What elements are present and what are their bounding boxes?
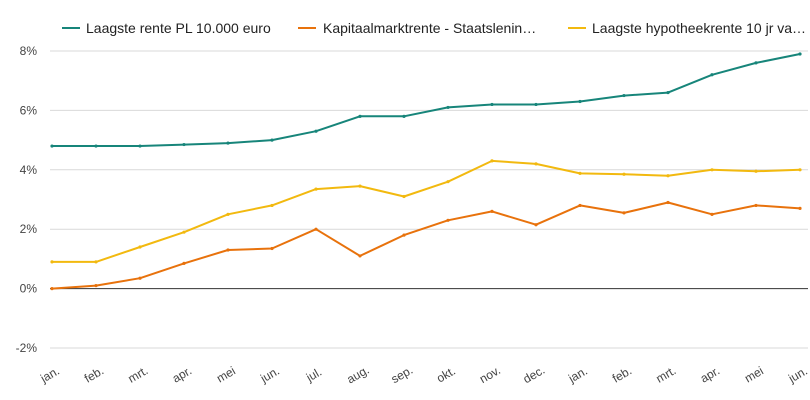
data-point-series-3[interactable]	[270, 203, 274, 208]
data-point-series-1[interactable]	[754, 61, 758, 65]
data-point-series-3[interactable]	[666, 174, 670, 178]
data-point-series-3[interactable]	[94, 260, 98, 264]
data-point-series-3[interactable]	[182, 230, 186, 234]
legend-label-series-2: Kapitaalmarktrente - Staatslenin…	[323, 20, 536, 36]
data-point-series-3[interactable]	[358, 184, 362, 188]
data-point-series-3[interactable]	[578, 171, 582, 175]
y-tick-label: -2%	[16, 341, 38, 355]
data-point-series-2[interactable]	[754, 203, 758, 208]
x-tick-label: jul.	[303, 365, 324, 385]
data-point-series-2[interactable]	[270, 246, 274, 251]
y-tick-label: 8%	[20, 44, 38, 58]
x-tick-label: apr.	[698, 363, 722, 385]
legend-item-series-1[interactable]: Laagste rente PL 10.000 euro	[62, 20, 271, 36]
legend-label-series-1: Laagste rente PL 10.000 euro	[86, 20, 271, 36]
data-point-series-1[interactable]	[710, 73, 714, 77]
series-line-2[interactable]	[51, 201, 801, 290]
x-tick-label: jun.	[785, 364, 810, 386]
y-tick-label: 4%	[20, 163, 38, 177]
x-tick-label: jun.	[257, 364, 282, 386]
data-point-series-3[interactable]	[710, 168, 714, 172]
data-point-series-1[interactable]	[490, 102, 494, 107]
x-tick-label: okt.	[434, 364, 458, 386]
data-point-series-2[interactable]	[622, 211, 626, 215]
legend: Laagste rente PL 10.000 euro Kapitaalmar…	[62, 20, 806, 36]
series-line-1[interactable]	[52, 53, 801, 147]
data-point-series-2[interactable]	[534, 223, 538, 227]
gridlines	[50, 50, 808, 349]
y-tick-label: 2%	[20, 222, 38, 236]
data-point-series-1[interactable]	[270, 138, 274, 142]
data-point-series-1[interactable]	[534, 102, 538, 107]
data-point-series-2[interactable]	[226, 248, 230, 252]
x-axis: jan. feb. mrt. apr. mei jun. jul. aug. sep. okt. n…	[37, 363, 810, 387]
y-tick-label: 6%	[20, 103, 38, 117]
data-point-series-1[interactable]	[798, 52, 802, 56]
x-tick-label: jan.	[37, 364, 62, 386]
x-tick-label: mrt.	[126, 363, 151, 385]
data-point-series-3[interactable]	[622, 172, 626, 176]
data-point-series-3[interactable]	[446, 180, 450, 184]
x-tick-label: feb.	[82, 363, 106, 385]
data-point-series-2[interactable]	[358, 254, 362, 258]
x-tick-label: mei	[742, 364, 766, 386]
legend-item-series-2[interactable]: Kapitaalmarktrente - Staatslenin…	[298, 20, 536, 36]
data-point-series-1[interactable]	[314, 129, 318, 133]
legend-label-series-3: Laagste hypotheekrente 10 jr va…	[592, 20, 806, 36]
data-point-series-2[interactable]	[402, 233, 406, 237]
x-tick-label: nov.	[477, 363, 503, 386]
legend-item-series-3[interactable]: Laagste hypotheekrente 10 jr va…	[568, 20, 806, 36]
data-point-series-1[interactable]	[226, 141, 230, 145]
data-point-series-2[interactable]	[710, 212, 714, 216]
data-point-series-1[interactable]	[50, 144, 54, 148]
data-point-series-2[interactable]	[182, 261, 186, 265]
x-tick-label: dec.	[521, 363, 548, 386]
series-lines	[50, 52, 802, 291]
data-point-series-2[interactable]	[314, 227, 318, 231]
data-point-series-3[interactable]	[490, 159, 494, 163]
x-tick-label: aug.	[344, 363, 371, 387]
data-point-series-2[interactable]	[666, 200, 670, 205]
data-point-series-1[interactable]	[666, 90, 670, 95]
y-tick-label: 0%	[20, 282, 38, 296]
data-point-series-1[interactable]	[182, 142, 186, 147]
x-tick-label: mrt.	[654, 363, 679, 385]
data-point-series-2[interactable]	[138, 276, 142, 280]
data-point-series-1[interactable]	[358, 114, 362, 118]
y-axis: 8% 6% 4% 2% 0% -2%	[16, 44, 38, 355]
data-point-series-3[interactable]	[226, 212, 230, 216]
data-point-series-1[interactable]	[622, 93, 626, 98]
x-tick-label: mei	[214, 364, 238, 386]
data-point-series-3[interactable]	[402, 194, 406, 199]
x-tick-label: sep.	[389, 363, 416, 386]
data-point-series-2[interactable]	[798, 206, 802, 211]
data-point-series-1[interactable]	[138, 144, 142, 148]
data-point-series-1[interactable]	[94, 144, 98, 148]
series-line-3[interactable]	[52, 159, 801, 263]
data-point-series-3[interactable]	[534, 162, 538, 166]
data-point-series-2[interactable]	[50, 287, 54, 291]
data-point-series-2[interactable]	[578, 203, 582, 208]
data-point-series-3[interactable]	[50, 260, 54, 264]
x-tick-label: jan.	[565, 364, 590, 386]
x-tick-label: apr.	[170, 363, 194, 385]
data-point-series-3[interactable]	[798, 168, 802, 172]
data-point-series-1[interactable]	[402, 114, 406, 118]
data-point-series-3[interactable]	[754, 169, 758, 173]
data-point-series-1[interactable]	[578, 99, 582, 104]
data-point-series-2[interactable]	[94, 284, 98, 288]
data-point-series-1[interactable]	[446, 105, 450, 110]
x-tick-label: feb.	[610, 363, 634, 385]
data-point-series-2[interactable]	[490, 209, 494, 213]
data-point-series-3[interactable]	[314, 187, 318, 191]
data-point-series-3[interactable]	[138, 245, 142, 249]
data-point-series-2[interactable]	[446, 218, 450, 222]
